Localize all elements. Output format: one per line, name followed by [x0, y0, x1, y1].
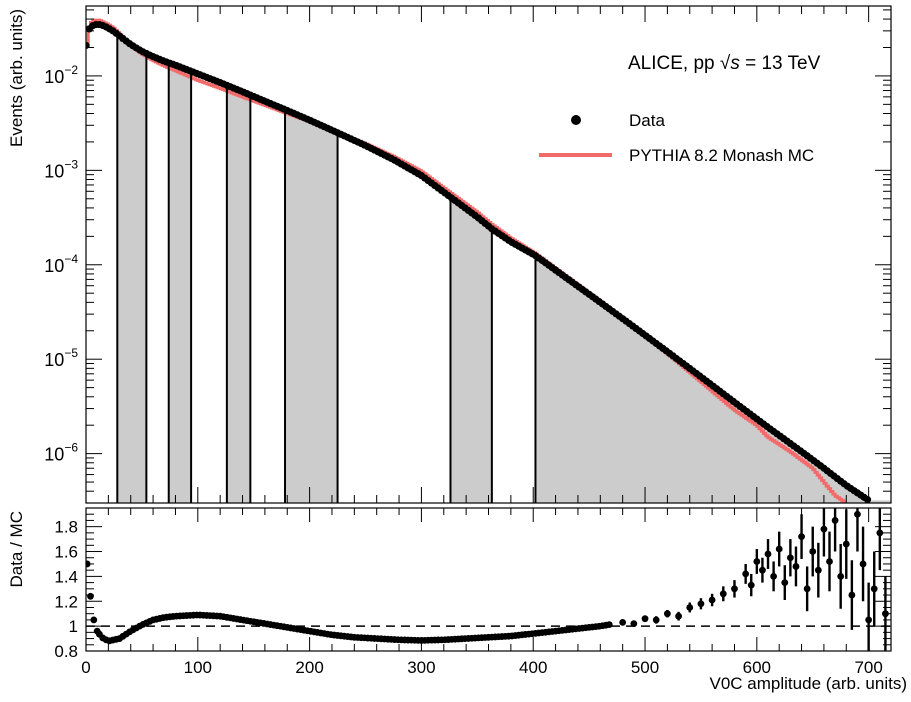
ratio-point	[775, 545, 783, 553]
legend-label-mc: PYTHIA 8.2 Monash MC	[629, 146, 814, 165]
xtick-label: 300	[407, 658, 435, 677]
ratio-point	[770, 572, 777, 580]
shaded-class-5	[535, 255, 891, 503]
ratio-plot	[86, 508, 891, 651]
xtick-label: 500	[631, 658, 659, 677]
ytick-exponent: −6	[64, 441, 78, 455]
ratio-point	[826, 558, 833, 565]
ratio-point	[792, 563, 800, 570]
ratio-ytick-label: 0.8	[54, 642, 78, 661]
main-ytick-label: 10−2	[44, 63, 78, 87]
main-ytick-label: 10−5	[44, 346, 78, 370]
ratio-point	[731, 585, 738, 593]
ratio-point	[605, 621, 613, 629]
ratio-point	[854, 510, 861, 518]
ratio-point	[837, 572, 845, 580]
ratio-point	[708, 596, 716, 604]
ratio-point	[675, 612, 682, 620]
annotation-sqrt-s: s	[730, 53, 740, 74]
ratio-point	[93, 627, 101, 635]
ytick-exponent: −4	[64, 252, 78, 266]
ratio-point	[697, 600, 705, 608]
xtick-label: 700	[854, 658, 882, 677]
ytick-base: 10	[44, 161, 64, 181]
ytick-base: 10	[44, 67, 64, 87]
ratio-point	[870, 585, 878, 593]
ratio-point	[619, 619, 627, 626]
main-ytick-label: 10−6	[44, 441, 78, 465]
ratio-point	[686, 604, 694, 611]
ratio-point	[820, 525, 828, 533]
xtick-label: 400	[519, 658, 547, 677]
main-ytick-label: 10−3	[44, 157, 78, 181]
ratio-point	[753, 558, 761, 565]
ratio-point	[663, 610, 671, 618]
xtick-label: 100	[184, 658, 212, 677]
ratio-point	[831, 517, 839, 524]
ratio-point	[809, 548, 817, 555]
ratio-point	[876, 529, 884, 537]
ratio-point	[859, 560, 867, 568]
ratio-ytick-label: 1.6	[54, 543, 78, 562]
xtick-label: 0	[81, 658, 90, 677]
ytick-base: 10	[44, 350, 64, 370]
ratio-point	[630, 620, 638, 628]
annotation-prefix: ALICE, pp	[628, 53, 720, 74]
legend-label-data: Data	[629, 111, 665, 130]
sqrt-symbol: √	[720, 53, 731, 74]
ratio-point	[87, 592, 94, 600]
ratio-point	[759, 566, 766, 574]
xtick-label: 600	[743, 658, 771, 677]
main-ytick-label: 10−4	[44, 252, 78, 276]
ratio-point	[814, 566, 822, 574]
ratio-point	[786, 554, 794, 562]
ratio-point	[641, 615, 649, 623]
ratio-point	[747, 581, 755, 589]
ratio-point	[742, 570, 750, 578]
annotation-suffix: = 13 TeV	[740, 53, 821, 74]
ratio-axes: 0.8 1 1.2 1.4 1.6 1.8 0 100 200 300 400 500 600 700	[54, 507, 892, 677]
ratio-ytick-label: 1	[69, 617, 78, 636]
main-ylabel: Events (arb. units)	[7, 9, 26, 147]
ratio-point	[842, 540, 850, 548]
data-point	[863, 496, 872, 503]
shaded-class-2	[226, 85, 251, 503]
xtick-label: 200	[295, 658, 323, 677]
ratio-point	[865, 616, 873, 624]
ratio-point	[781, 579, 789, 587]
legend: Data PYTHIA 8.2 Monash MC	[539, 111, 814, 165]
ratio-ytick-label: 1.2	[54, 592, 78, 611]
ratio-ytick-label: 1.4	[54, 567, 78, 586]
shaded-class-4	[450, 197, 492, 503]
xlabel: V0C amplitude (arb. units)	[710, 674, 907, 693]
collision-annotation: ALICE, pp √s = 13 TeV	[628, 53, 821, 74]
main-plot	[86, 18, 891, 503]
shaded-class-3	[285, 109, 338, 503]
ytick-base: 10	[44, 256, 64, 276]
ratio-point	[798, 533, 805, 540]
legend-marker-data	[571, 115, 581, 125]
main-axes: 10−610−510−410−310−2	[44, 5, 892, 504]
shaded-class-0	[117, 34, 147, 503]
ytick-exponent: −5	[64, 346, 78, 360]
ratio-frame	[85, 507, 892, 652]
ratio-point	[803, 585, 811, 593]
ytick-base: 10	[44, 445, 64, 465]
ratio-point	[764, 550, 772, 558]
ytick-exponent: −3	[64, 157, 78, 171]
shaded-class-1	[168, 62, 192, 503]
ytick-exponent: −2	[64, 63, 78, 77]
ratio-point	[848, 591, 856, 599]
ratio-point	[719, 590, 727, 598]
ratio-point	[652, 616, 660, 624]
ratio-ytick-label: 1.8	[54, 518, 78, 537]
ratio-ylabel: Data / MC	[7, 511, 26, 588]
